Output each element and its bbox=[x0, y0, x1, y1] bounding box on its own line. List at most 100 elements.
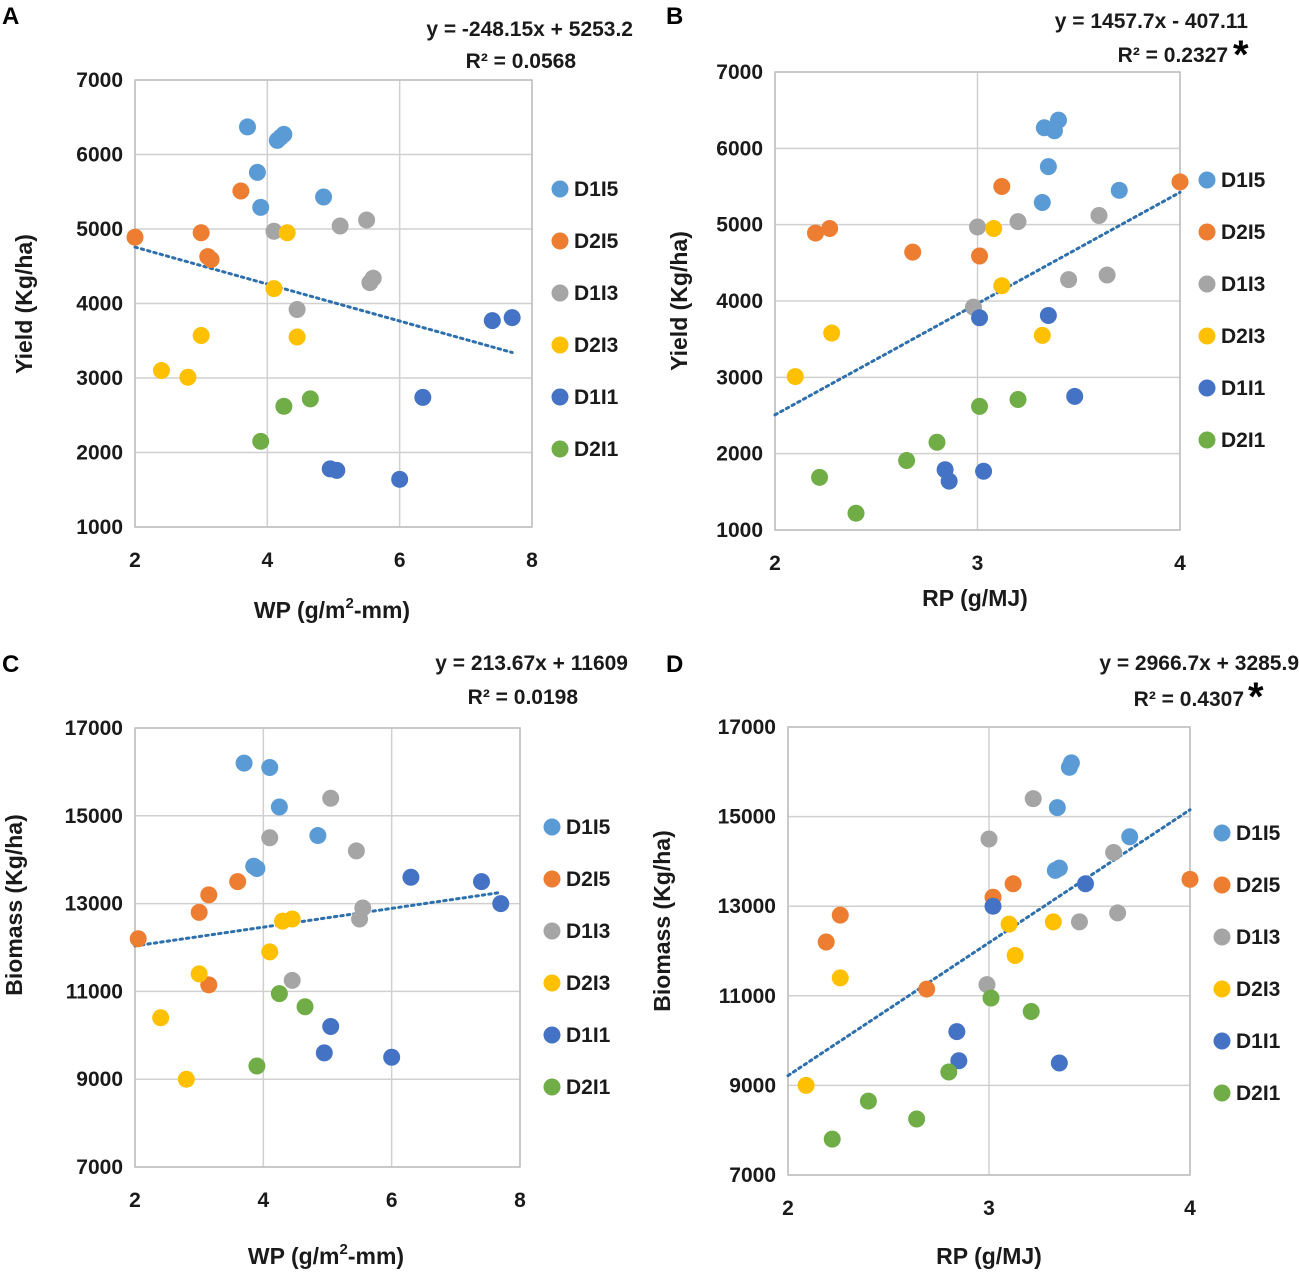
panel-c-point-d2i5 bbox=[200, 976, 218, 994]
panel-a-ytick-label: 4000 bbox=[76, 293, 123, 316]
panel-b-ytick-label: 6000 bbox=[716, 137, 763, 160]
panel-a-point-d1i5 bbox=[315, 188, 333, 206]
panel-d-legend-label-d1i1: D1I1 bbox=[1236, 1030, 1281, 1053]
panel-b-series-d2i5 bbox=[807, 173, 1189, 265]
panel-d-point-d1i3 bbox=[1109, 904, 1127, 922]
panel-a-ytick-label: 7000 bbox=[76, 69, 123, 92]
panel-b-point-d2i1 bbox=[1009, 390, 1027, 408]
panel-b-series-d1i5 bbox=[1033, 111, 1128, 212]
panel-c-point-d2i3 bbox=[261, 943, 279, 961]
panel-b-point-d1i1 bbox=[971, 309, 989, 327]
panel-d-point-d2i1 bbox=[982, 989, 1000, 1007]
panel-b-point-d2i3 bbox=[985, 219, 1003, 237]
panel-d-series-d2i5 bbox=[817, 870, 1199, 998]
panel-c-point-d1i3 bbox=[347, 842, 365, 860]
panel-c-legend-label-d1i5: D1I5 bbox=[566, 816, 611, 839]
panel-d-xtick-label: 4 bbox=[1184, 1197, 1196, 1220]
panel-d-series-d1i1 bbox=[948, 875, 1094, 1072]
panel-a-point-d1i1 bbox=[483, 312, 501, 330]
panel-b-xlabel: RP (g/MJ) bbox=[922, 585, 1028, 611]
panel-a-point-d1i5 bbox=[275, 125, 293, 143]
panel-b-point-d2i1 bbox=[971, 397, 989, 415]
panel-c-ylabel: Biomass (Kg/ha) bbox=[1, 814, 27, 995]
panel-b-equation: y = 1457.7x - 407.11 bbox=[1055, 10, 1249, 33]
panel-a-r2: R² = 0.0568 bbox=[466, 50, 577, 73]
panel-a-point-d1i3 bbox=[358, 211, 376, 229]
panel-b-point-d2i1 bbox=[811, 468, 829, 486]
panel-a-ytick-label: 6000 bbox=[76, 144, 123, 167]
panel-c-legend-label-d1i1: D1I1 bbox=[566, 1024, 611, 1047]
panel-d-series-d1i5 bbox=[1046, 754, 1139, 879]
panel-c-equation: y = 213.67x + 11609 bbox=[435, 652, 628, 675]
panel-a-label: A bbox=[2, 3, 19, 30]
panel-c-xtick-label: 6 bbox=[386, 1189, 398, 1212]
panel-c-point-d1i1 bbox=[492, 895, 510, 913]
panel-b-legend-label-d2i5: D2I5 bbox=[1221, 221, 1266, 244]
panel-c-legend-marker-d2i3 bbox=[543, 974, 561, 992]
panel-d-point-d2i5 bbox=[831, 906, 849, 924]
panel-c-point-d2i5 bbox=[129, 930, 147, 948]
panel-a-point-d2i1 bbox=[252, 432, 270, 450]
panel-c-point-d2i1 bbox=[296, 998, 314, 1016]
panel-c-point-d1i3 bbox=[354, 899, 372, 917]
panel-b-point-d2i3 bbox=[786, 368, 804, 386]
panel-a-point-d1i5 bbox=[252, 198, 270, 216]
panel-b-point-d1i5 bbox=[1050, 111, 1067, 129]
panel-c-label: C bbox=[2, 651, 19, 678]
panel-d-legend-marker-d1i3 bbox=[1213, 928, 1231, 946]
panel-b-point-d1i1 bbox=[1066, 387, 1084, 405]
panel-d-point-d2i5 bbox=[817, 933, 835, 951]
panel-d-legend-marker-d2i5 bbox=[1213, 876, 1231, 894]
panel-d-legend-label-d1i5: D1I5 bbox=[1236, 822, 1281, 845]
panel-a-point-d2i3 bbox=[278, 224, 296, 242]
panel-a-xtick-label: 8 bbox=[526, 549, 538, 572]
panel-a-series-d2i5 bbox=[126, 182, 250, 269]
panel-b-point-d1i3 bbox=[969, 218, 986, 236]
panel-a: A y = -248.15x + 5253.2 R² = 0.0568 Yiel… bbox=[2, 3, 633, 623]
panel-b-point-d1i3 bbox=[1060, 271, 1078, 289]
panel-a-point-d1i3 bbox=[288, 300, 306, 318]
panel-b-series-d2i3 bbox=[786, 219, 1051, 386]
panel-d-xtick-label: 3 bbox=[983, 1197, 995, 1220]
panel-d-point-d1i1 bbox=[950, 1052, 968, 1070]
panel-a-point-d1i3 bbox=[364, 269, 382, 287]
panel-d-significance-star: * bbox=[1248, 675, 1264, 719]
panel-d-point-d1i3 bbox=[1070, 913, 1088, 931]
panel-d-point-d1i3 bbox=[980, 830, 998, 848]
panel-b-legend-label-d1i5: D1I5 bbox=[1221, 169, 1266, 192]
panel-b-point-d2i3 bbox=[823, 324, 841, 342]
panel-b-legend-marker-d2i1 bbox=[1198, 431, 1216, 449]
panel-b-series-d2i1 bbox=[811, 390, 1027, 522]
panel-a-xtick-label: 4 bbox=[261, 549, 273, 572]
panel-b-point-d2i5 bbox=[1171, 173, 1189, 191]
panel-b-point-d2i5 bbox=[807, 224, 824, 242]
panel-d-point-d2i3 bbox=[1000, 915, 1018, 933]
panel-d-point-d1i3 bbox=[978, 976, 996, 994]
panel-c-xtick-label: 8 bbox=[514, 1189, 526, 1212]
panel-a-plot-frame bbox=[134, 79, 533, 528]
panel-c-series-d1i5 bbox=[235, 754, 327, 877]
panel-a-point-d1i3 bbox=[265, 222, 283, 240]
panel-d-ytick-label: 9000 bbox=[729, 1074, 776, 1097]
panel-c-point-d1i5 bbox=[248, 859, 266, 877]
panel-c-legend-marker-d1i1 bbox=[543, 1026, 561, 1044]
panel-d: D y = 2966.7x + 3285.9 R² = 0.4307 * Bio… bbox=[649, 651, 1299, 1269]
panel-d-point-d2i3 bbox=[1044, 913, 1062, 931]
panel-b-point-d2i5 bbox=[904, 243, 922, 261]
panel-a-ytick-label: 3000 bbox=[76, 367, 123, 390]
panel-a-point-d2i3 bbox=[152, 362, 170, 380]
panel-b-series-d1i1 bbox=[936, 307, 1084, 490]
panel-d-point-d1i3 bbox=[1105, 843, 1123, 861]
panel-a-xtick-label: 2 bbox=[129, 549, 141, 572]
panel-a-legend-label-d1i5: D1I5 bbox=[574, 178, 619, 201]
panel-d-equation: y = 2966.7x + 3285.9 bbox=[1099, 652, 1299, 675]
panel-b-point-d2i1 bbox=[847, 504, 865, 522]
panel-c-legend-marker-d2i5 bbox=[543, 870, 561, 888]
panel-c-ytick-label: 9000 bbox=[76, 1068, 123, 1091]
panel-b-point-d2i1 bbox=[928, 433, 946, 451]
panel-c-legend-label-d2i1: D2I1 bbox=[566, 1076, 611, 1099]
panel-a-xlabel-main: WP (g/m bbox=[254, 597, 346, 623]
panel-a-point-d2i3 bbox=[265, 280, 283, 298]
panel-d-legend-label-d2i5: D2I5 bbox=[1236, 874, 1281, 897]
